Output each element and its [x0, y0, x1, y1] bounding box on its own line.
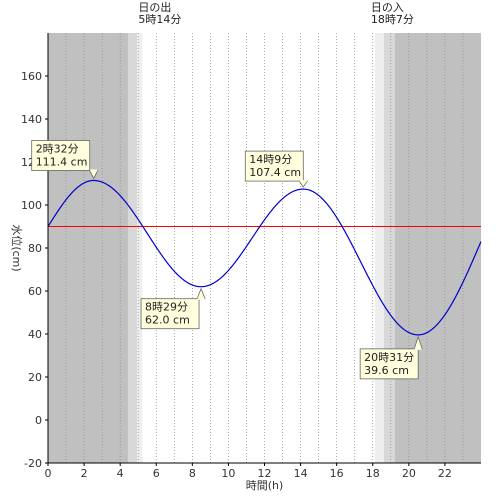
- y-tick-label: 80: [28, 242, 42, 255]
- x-tick-label: 12: [258, 467, 272, 480]
- y-tick-label: 40: [28, 328, 42, 341]
- callout-time: 14時9分: [249, 153, 292, 166]
- callout-time: 2時32分: [36, 142, 79, 155]
- x-tick-label: 14: [294, 467, 308, 480]
- sunrise-time: 5時14分: [138, 13, 181, 26]
- daylight-bands: [48, 33, 481, 463]
- x-tick-label: 4: [117, 467, 124, 480]
- sunset-label: 日の入: [371, 1, 404, 14]
- x-tick-label: 8: [189, 467, 196, 480]
- y-tick-labels: -20020406080100120140160: [21, 70, 48, 470]
- y-tick-label: -20: [24, 457, 42, 470]
- callout-joint: [414, 347, 422, 350]
- x-tick-label: 0: [45, 467, 52, 480]
- x-axis-label: 時間(h): [246, 479, 284, 492]
- x-tick-label: 10: [221, 467, 235, 480]
- x-tick-label: 22: [438, 467, 452, 480]
- callout-value: 107.4 cm: [249, 166, 301, 179]
- callout-value: 39.6 cm: [364, 364, 409, 377]
- callout-joint: [90, 169, 98, 172]
- twilight-band-evening: [383, 33, 395, 463]
- y-axis-label: 水位(cm): [10, 224, 24, 271]
- sunset-time: 18時7分: [371, 13, 414, 26]
- y-tick-label: 100: [21, 199, 42, 212]
- callout-pointer: [196, 287, 206, 300]
- twilight-band-morning: [127, 33, 137, 463]
- callout-joint: [197, 297, 205, 300]
- y-tick-label: 20: [28, 371, 42, 384]
- x-tick-label: 2: [81, 467, 88, 480]
- callout-time: 8時29分: [145, 301, 188, 314]
- callout-value: 111.4 cm: [36, 155, 88, 168]
- x-tick-label: 16: [330, 467, 344, 480]
- x-tick-label: 20: [402, 467, 416, 480]
- y-tick-label: 60: [28, 285, 42, 298]
- dawn-band: [136, 33, 143, 463]
- y-tick-label: 140: [21, 113, 42, 126]
- y-tick-label: 0: [35, 414, 42, 427]
- night-band-morning: [48, 33, 128, 463]
- callout-joint: [299, 180, 307, 183]
- callout-box: [31, 140, 91, 171]
- night-band-evening: [394, 33, 481, 463]
- sunrise-label: 日の出: [138, 0, 171, 14]
- x-tick-labels: 0 2 4 6 8 10 12 14 16 18 20 22: [45, 463, 452, 480]
- x-tick-label: 6: [153, 467, 160, 480]
- tide-curve: [47, 179, 482, 336]
- callout-box: [140, 298, 200, 330]
- callout-box: [244, 150, 304, 182]
- series-line: [47, 179, 482, 336]
- x-tick-label: 18: [366, 467, 380, 480]
- y-tick-label: 160: [21, 70, 42, 83]
- callout-value: 62.0 cm: [145, 314, 190, 327]
- callout-box: [359, 348, 419, 380]
- dusk-band: [374, 33, 384, 463]
- callout-time: 20時31分: [364, 351, 414, 364]
